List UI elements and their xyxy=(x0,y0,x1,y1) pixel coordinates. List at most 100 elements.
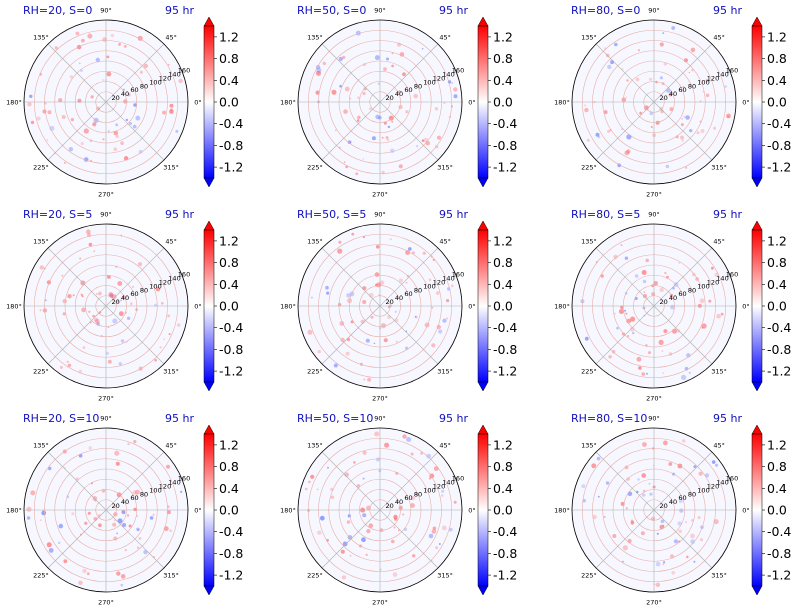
field-speckle xyxy=(46,542,52,548)
field-speckle xyxy=(61,274,64,277)
field-speckle xyxy=(610,60,615,65)
angle-tick-label: 90° xyxy=(100,7,112,15)
field-speckle xyxy=(338,240,342,244)
panel-time-label: 95 hr xyxy=(713,412,742,425)
field-speckle xyxy=(355,30,361,36)
field-speckle xyxy=(435,291,440,295)
field-speckle xyxy=(645,258,649,263)
angular-spoke xyxy=(321,43,381,103)
angle-tick-label: 0° xyxy=(742,303,749,311)
angular-spoke xyxy=(595,305,655,365)
field-speckle xyxy=(338,56,343,62)
radial-tick-label: 80 xyxy=(414,490,422,498)
radial-tick-label: 60 xyxy=(404,494,412,502)
field-speckle xyxy=(440,494,444,497)
field-speckle xyxy=(658,339,664,345)
colorbar-tick-label: -1.2 xyxy=(219,160,243,175)
field-speckle xyxy=(72,294,75,297)
field-speckle xyxy=(90,95,94,99)
field-speckle xyxy=(613,312,616,315)
field-speckle xyxy=(316,67,322,73)
field-speckle xyxy=(162,110,167,115)
angular-spoke xyxy=(595,101,655,161)
colorbar-extend-top xyxy=(477,220,489,231)
radial-tick-label: 20 xyxy=(112,502,120,510)
colorbar-tick-label: -0.8 xyxy=(219,342,243,357)
radial-tick-label: 40 xyxy=(395,90,403,98)
radial-tick-label: 120 xyxy=(707,279,719,287)
field-speckle xyxy=(630,521,635,525)
field-speckle xyxy=(705,78,709,83)
field-speckle xyxy=(398,505,403,510)
polar-frame xyxy=(571,19,737,185)
field-speckle xyxy=(340,549,345,554)
field-speckle xyxy=(431,343,436,348)
field-speckle xyxy=(342,55,346,60)
field-speckle xyxy=(622,560,624,563)
field-speckle xyxy=(681,374,687,380)
field-speckle xyxy=(347,514,351,518)
field-speckle xyxy=(83,128,89,134)
angle-tick-label: 180° xyxy=(280,99,296,107)
field-speckle xyxy=(663,440,668,446)
field-speckle xyxy=(123,156,129,161)
angle-tick-label: 45° xyxy=(439,441,451,449)
field-speckle xyxy=(102,138,105,141)
colorbar-tick-label: 0.0 xyxy=(219,503,239,518)
field-speckle xyxy=(448,527,453,532)
field-speckle xyxy=(655,120,660,125)
field-speckle xyxy=(660,519,665,524)
colorbar-tick-label: -0.8 xyxy=(219,546,243,561)
field-speckle xyxy=(416,145,419,148)
angle-tick-label: 225° xyxy=(33,572,49,580)
radial-tick-label: 40 xyxy=(669,90,677,98)
colorbar-tick-label: 0.8 xyxy=(767,255,787,270)
field-speckle xyxy=(666,88,671,93)
field-speckle xyxy=(366,529,371,534)
field-speckle xyxy=(88,242,93,247)
angle-tick-label: 135° xyxy=(33,237,49,245)
field-speckle xyxy=(611,349,616,354)
field-speckle xyxy=(62,312,66,316)
field-speckle xyxy=(581,484,586,489)
angle-tick-label: 315° xyxy=(163,368,179,376)
field-speckle xyxy=(343,161,346,163)
radial-tick-label: 120 xyxy=(159,483,171,491)
radial-tick-label: 40 xyxy=(121,90,129,98)
field-speckle xyxy=(317,349,321,354)
angle-tick-label: 180° xyxy=(6,303,22,311)
field-speckle xyxy=(149,516,154,520)
colorbar-body xyxy=(751,433,763,587)
field-speckle xyxy=(362,477,365,480)
panel-title: RH=50, S=5 xyxy=(297,208,366,221)
panel-time-label: 95 hr xyxy=(713,208,742,221)
field-speckle xyxy=(345,351,350,356)
radial-tick-label: 140 xyxy=(442,479,454,487)
field-speckle xyxy=(167,314,171,318)
field-speckle xyxy=(661,350,664,352)
field-speckle xyxy=(398,90,401,93)
field-speckle xyxy=(69,75,73,79)
field-speckle xyxy=(697,516,701,520)
panel-time-label: 95 hr xyxy=(165,412,194,425)
field-speckle xyxy=(584,104,587,107)
field-speckle xyxy=(380,323,386,329)
field-speckle xyxy=(365,338,370,343)
colorbar-extend-bottom xyxy=(751,585,763,596)
angular-spoke xyxy=(47,43,107,103)
field-speckle xyxy=(655,582,661,587)
colorbar-tick-label: 0.8 xyxy=(493,459,513,474)
field-speckle xyxy=(391,539,395,544)
field-speckle xyxy=(361,537,366,543)
field-speckle xyxy=(137,528,140,532)
colorbar-tick-label: -0.8 xyxy=(493,138,517,153)
field-speckle xyxy=(117,518,123,524)
field-speckle xyxy=(671,570,676,575)
polar-panel: 90°45°0°315°270°225°180°135°20 40 60 80 1001… xyxy=(280,4,476,199)
field-speckle xyxy=(113,130,119,136)
field-speckle xyxy=(433,466,439,471)
angle-tick-label: 315° xyxy=(711,164,727,172)
field-speckle xyxy=(59,365,63,369)
panel-title: RH=80, S=5 xyxy=(571,208,640,221)
field-speckle xyxy=(386,57,389,61)
